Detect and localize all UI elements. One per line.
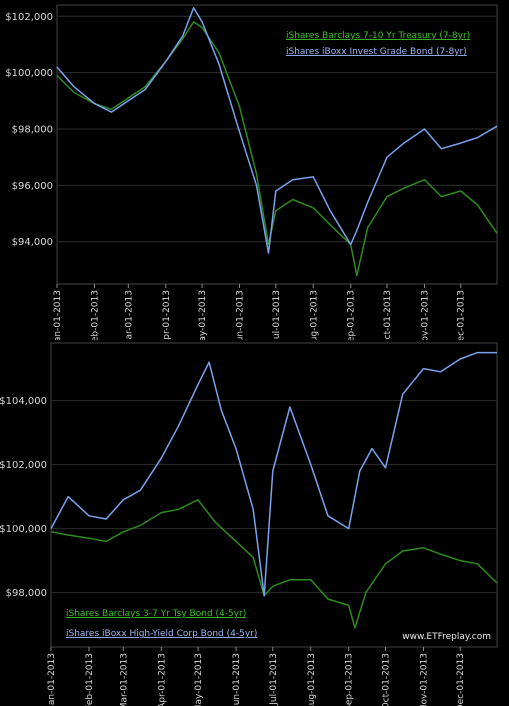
x-tick-label: Nov-01-2013 [419,653,429,706]
x-tick-label: Oct-01-2013 [383,290,393,340]
legend-entry: iShares iBoxx High-Yield Corp Bond (4-5y… [66,629,257,639]
series-line-1 [56,7,498,254]
watermark: www.ETFreplay.com [402,632,491,642]
x-tick-label: Dec-01-2013 [457,290,467,340]
x-tick-label: Jun-01-2013 [236,290,246,340]
x-tick-label: Aug-01-2013 [309,290,319,340]
x-tick-label: Apr-01-2013 [157,653,167,706]
chart-top: $94,000 $96,000 $98,000 $100,000 $102,000 Jan… [5,4,498,340]
y-tick-label: $104,000 [0,396,47,407]
legend-entry: iShares iBoxx Invest Grade Bond (7-8yr) [286,47,467,57]
y-tick-label: $96,000 [12,181,53,192]
plot-area [56,4,498,285]
legend-entry: iShares Barclays 7-10 Yr Treasury (7-8yr… [286,31,470,41]
chart-bottom: $98,000 $100,000 $102,000 $104,000 Jan-01-20… [0,342,498,706]
y-tick-label: $102,000 [0,460,47,471]
x-tick-label: Oct-01-2013 [382,653,392,706]
y-tick-label: $98,000 [6,588,47,599]
y-tick-label: $98,000 [12,125,53,136]
x-tick-label: Apr-01-2013 [162,290,172,340]
x-tick-label: Feb-01-2013 [90,290,100,340]
x-tick-label: Jan-01-2013 [47,653,57,706]
series-line-0 [50,499,498,629]
legend-entry: iShares Barclays 3-7 Yr Tsy Bond (4-5yr) [66,609,246,619]
x-tick-label: Nov-01-2013 [420,290,430,340]
series-line-1 [50,351,497,597]
x-tick-label: Mar-01-2013 [124,290,134,340]
y-tick-label: $102,000 [5,12,53,23]
x-tick-label: Jul-01-2013 [272,290,282,340]
x-tick-label: Aug-01-2013 [307,653,317,706]
x-tick-label: Feb-01-2013 [85,653,95,706]
y-tick-label: $100,000 [5,68,53,79]
x-tick-label: May-01-2013 [194,653,204,706]
x-tick-label: May-01-2013 [198,290,208,340]
y-tick-label: $94,000 [12,237,53,248]
x-tick-label: Sep-01-2013 [347,290,357,340]
plot-area [50,342,498,648]
x-tick-label: Jun-01-2013 [232,653,242,706]
x-tick-label: Sep-01-2013 [345,653,355,706]
y-tick-label: $100,000 [0,524,47,535]
x-tick-label: Dec-01-2013 [456,653,466,706]
x-tick-label: Jul-01-2013 [269,653,279,706]
x-tick-label: Jan-01-2013 [53,290,63,340]
x-tick-label: Mar-01-2013 [119,653,129,706]
